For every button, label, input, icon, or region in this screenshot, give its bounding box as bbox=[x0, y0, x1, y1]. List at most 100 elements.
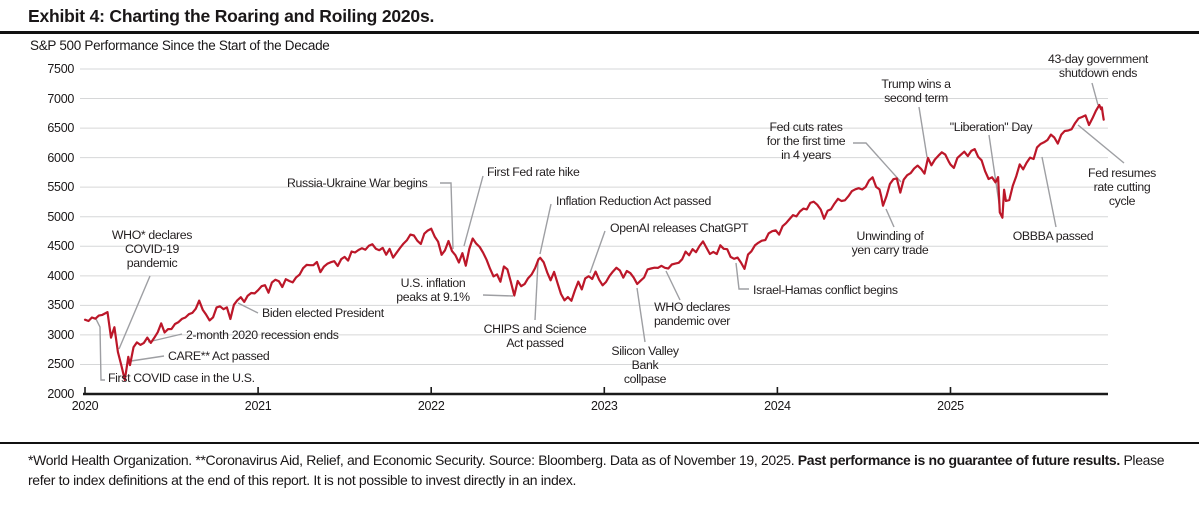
annotation-line: "Liberation" Day bbox=[949, 120, 1033, 134]
x-tick-label-2020: 2020 bbox=[71, 399, 99, 413]
leader-inflation-reduction-act bbox=[539, 203, 552, 255]
annotation-line: yen carry trade bbox=[851, 243, 929, 257]
y-tick-label-5000: 5000 bbox=[47, 209, 74, 224]
footnote-disclaimer-bold: Past performance is no guarantee of futu… bbox=[797, 452, 1120, 468]
annotation-inflation-reduction-act: Inflation Reduction Act passed bbox=[556, 194, 711, 208]
annotation-liberation-day: "Liberation" Day bbox=[949, 120, 1033, 134]
annotation-line: collpase bbox=[623, 372, 667, 386]
leader-obbba-passed bbox=[1041, 156, 1057, 228]
annotation-line: OpenAI releases ChatGPT bbox=[610, 221, 749, 235]
annotation-line: in 4 years bbox=[781, 148, 831, 162]
annotation-line: second term bbox=[884, 91, 948, 105]
footer-divider bbox=[0, 442, 1199, 444]
annotation-line: cycle bbox=[1108, 194, 1136, 208]
annotation-line: First COVID case in the U.S. bbox=[108, 371, 255, 385]
annotation-line: pandemic over bbox=[653, 314, 731, 328]
leader-chips-act bbox=[534, 261, 539, 321]
annotation-line: rate cutting bbox=[1093, 180, 1151, 194]
title-divider bbox=[0, 31, 1199, 34]
y-tick-label-2000: 2000 bbox=[47, 387, 74, 401]
leader-who-pandemic-over bbox=[665, 270, 681, 301]
annotation-who-pandemic-over: WHO declares pandemic over bbox=[654, 300, 730, 328]
annotation-line: 2-month 2020 recession ends bbox=[186, 328, 339, 342]
leader-trump-second-term bbox=[918, 106, 928, 158]
x-tick-label-2025: 2025 bbox=[937, 399, 964, 413]
annotation-obbba-passed: OBBBA passed bbox=[1013, 229, 1094, 243]
annotation-line: WHO* declares bbox=[111, 228, 193, 242]
leader-care-act bbox=[130, 355, 165, 362]
annotation-shutdown-ends: 43-day government shutdown ends bbox=[1048, 52, 1148, 80]
page-title: Exhibit 4: Charting the Roaring and Roil… bbox=[28, 6, 435, 26]
footnote-part2: Please refer to index definitions at the… bbox=[28, 452, 1165, 488]
annotation-who-declares-pandemic: WHO* declares COVID-19 pandemic bbox=[111, 228, 193, 270]
leader-svb-collapse bbox=[636, 287, 646, 343]
annotation-line: Russia-Ukraine War begins bbox=[287, 176, 428, 190]
x-tick-label-2023: 2023 bbox=[590, 399, 618, 413]
annotation-fed-resumes-cuts: Fed resumes rate cutting cycle bbox=[1088, 166, 1156, 208]
annotation-first-fed-rate-hike: First Fed rate hike bbox=[487, 165, 580, 179]
annotation-line: Act passed bbox=[506, 336, 564, 350]
x-tick-label-2021: 2021 bbox=[244, 399, 272, 413]
x-tick-label-2022: 2022 bbox=[417, 399, 445, 413]
footnote-part1: *World Health Organization. **Coronaviru… bbox=[28, 452, 798, 468]
leader-shutdown-ends bbox=[1091, 82, 1099, 106]
leader-us-inflation-peaks bbox=[482, 294, 514, 297]
annotation-line: First Fed rate hike bbox=[487, 165, 580, 179]
annotation-line: Unwinding of bbox=[856, 229, 924, 243]
leader-recession-ends bbox=[147, 333, 183, 343]
x-tick-label-2024: 2024 bbox=[764, 399, 791, 413]
footnote-text: *World Health Organization. **Coronaviru… bbox=[28, 450, 1178, 490]
annotation-svb-collapse: Silicon Valley Bank collpase bbox=[611, 344, 679, 386]
leader-fed-resumes-cuts bbox=[1077, 124, 1125, 164]
annotation-line: for the first time bbox=[766, 134, 846, 148]
annotation-biden-elected: Biden elected President bbox=[262, 306, 384, 320]
annotation-line: Inflation Reduction Act passed bbox=[556, 194, 711, 208]
annotation-line: Israel-Hamas conflict begins bbox=[753, 283, 898, 297]
leader-fed-cuts-rates bbox=[853, 142, 902, 183]
leader-openai-chatgpt bbox=[589, 230, 606, 274]
leader-who-declares-pandemic bbox=[118, 275, 151, 350]
annotation-recession-ends: 2-month 2020 recession ends bbox=[186, 328, 339, 342]
annotation-israel-hamas: Israel-Hamas conflict begins bbox=[753, 283, 898, 297]
annotation-us-inflation-peaks: U.S. inflation peaks at 9.1% bbox=[396, 276, 470, 304]
y-tick-label-4000: 4000 bbox=[47, 268, 74, 283]
annotation-line: CARE** Act passed bbox=[168, 349, 270, 363]
annotation-line: Bank bbox=[631, 358, 659, 372]
y-tick-label-6500: 6500 bbox=[47, 121, 74, 136]
annotation-line: Fed cuts rates bbox=[769, 120, 843, 134]
leader-biden-elected bbox=[237, 302, 259, 314]
y-tick-label-2500: 2500 bbox=[47, 357, 74, 372]
y-tick-label-7000: 7000 bbox=[47, 91, 74, 106]
annotation-line: OBBBA passed bbox=[1012, 229, 1094, 243]
annotation-line: Trump wins a bbox=[881, 77, 951, 91]
y-tick-label-4500: 4500 bbox=[47, 239, 74, 254]
annotation-line: Fed resumes bbox=[1088, 166, 1156, 180]
leader-first-fed-rate-hike bbox=[463, 175, 484, 247]
y-tick-label-7500: 7500 bbox=[47, 62, 74, 76]
y-tick-label-5500: 5500 bbox=[47, 180, 74, 195]
leader-yen-carry-trade bbox=[885, 208, 895, 228]
sp500-line bbox=[83, 103, 1105, 382]
annotation-yen-carry-trade: Unwinding of yen carry trade bbox=[852, 229, 929, 257]
annotation-line: peaks at 9.1% bbox=[396, 290, 470, 304]
annotation-line: WHO declares bbox=[654, 300, 730, 314]
annotation-first-covid-case: First COVID case in the U.S. bbox=[108, 371, 255, 385]
annotation-line: CHIPS and Science bbox=[483, 322, 587, 336]
annotation-trump-second-term: Trump wins a second term bbox=[881, 77, 951, 105]
y-tick-label-3500: 3500 bbox=[47, 298, 74, 313]
annotation-care-act: CARE** Act passed bbox=[168, 349, 270, 363]
annotation-line: 43-day government bbox=[1047, 52, 1149, 66]
annotation-line: U.S. inflation bbox=[400, 276, 466, 290]
annotation-line: COVID-19 bbox=[125, 242, 179, 256]
annotation-russia-ukraine: Russia-Ukraine War begins bbox=[287, 176, 428, 190]
annotation-fed-cuts-rates: Fed cuts rates for the first time in 4 yea… bbox=[766, 120, 846, 162]
y-tick-label-6000: 6000 bbox=[47, 150, 74, 165]
y-tick-label-3000: 3000 bbox=[47, 327, 74, 342]
annotation-chips-act: CHIPS and Science Act passed bbox=[484, 322, 587, 350]
annotation-line: Biden elected President bbox=[262, 306, 384, 320]
annotation-line: pandemic bbox=[126, 256, 178, 270]
annotation-line: Silicon Valley bbox=[611, 344, 679, 358]
leader-russia-ukraine bbox=[440, 182, 454, 250]
